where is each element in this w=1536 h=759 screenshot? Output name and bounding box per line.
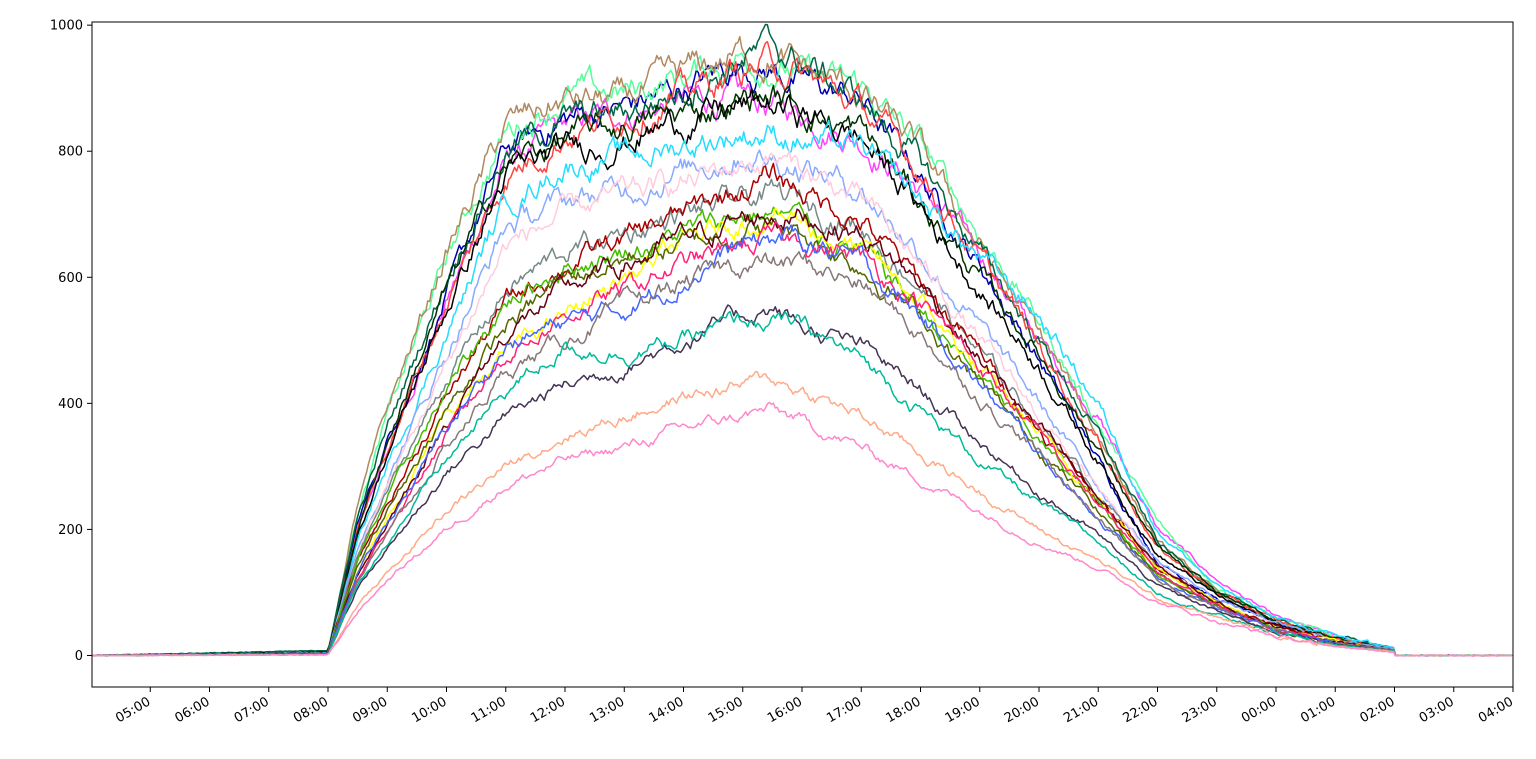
plot-background	[92, 22, 1513, 687]
series-line	[91, 401, 1513, 657]
x-tick-label: 14:00	[647, 694, 687, 726]
y-tick-label: 200	[58, 523, 83, 538]
y-axis: 0 200 400 600 800 1000	[50, 19, 92, 664]
x-tick-label: 06:00	[173, 694, 213, 726]
x-tick-label: 02:00	[1358, 694, 1398, 726]
x-tick-label: 17:00	[824, 694, 864, 726]
x-tick-label: 23:00	[1180, 694, 1220, 726]
x-tick-label: 08:00	[291, 694, 331, 726]
x-tick-label: 20:00	[1002, 694, 1042, 726]
x-tick-label: 18:00	[884, 694, 924, 726]
x-tick-label: 19:00	[943, 694, 983, 726]
x-axis: 05:00 06:00 07:00 08:00 09:00 10:00 11:00 12:00…	[113, 687, 1516, 726]
series-layer	[91, 23, 1513, 657]
y-tick-label: 0	[75, 649, 83, 664]
x-tick-label: 09:00	[350, 694, 390, 726]
x-tick-label: 21:00	[1061, 694, 1101, 726]
y-tick-label: 600	[58, 271, 83, 286]
x-tick-label: 15:00	[706, 694, 746, 726]
y-tick-label: 400	[58, 397, 83, 412]
x-tick-label: 12:00	[528, 694, 568, 726]
x-tick-label: 04:00	[1476, 694, 1516, 726]
x-tick-label: 13:00	[587, 694, 627, 726]
y-tick-label: 800	[58, 145, 83, 160]
x-tick-label: 01:00	[1298, 694, 1338, 726]
x-tick-label: 00:00	[1239, 694, 1279, 726]
x-tick-label: 03:00	[1417, 694, 1457, 726]
y-tick-label: 1000	[50, 19, 83, 34]
x-tick-label: 05:00	[113, 694, 153, 726]
x-tick-label: 16:00	[765, 694, 805, 726]
x-tick-label: 07:00	[232, 694, 272, 726]
x-tick-label: 11:00	[469, 694, 509, 726]
x-tick-label: 22:00	[1121, 694, 1161, 726]
x-tick-label: 10:00	[410, 694, 450, 726]
